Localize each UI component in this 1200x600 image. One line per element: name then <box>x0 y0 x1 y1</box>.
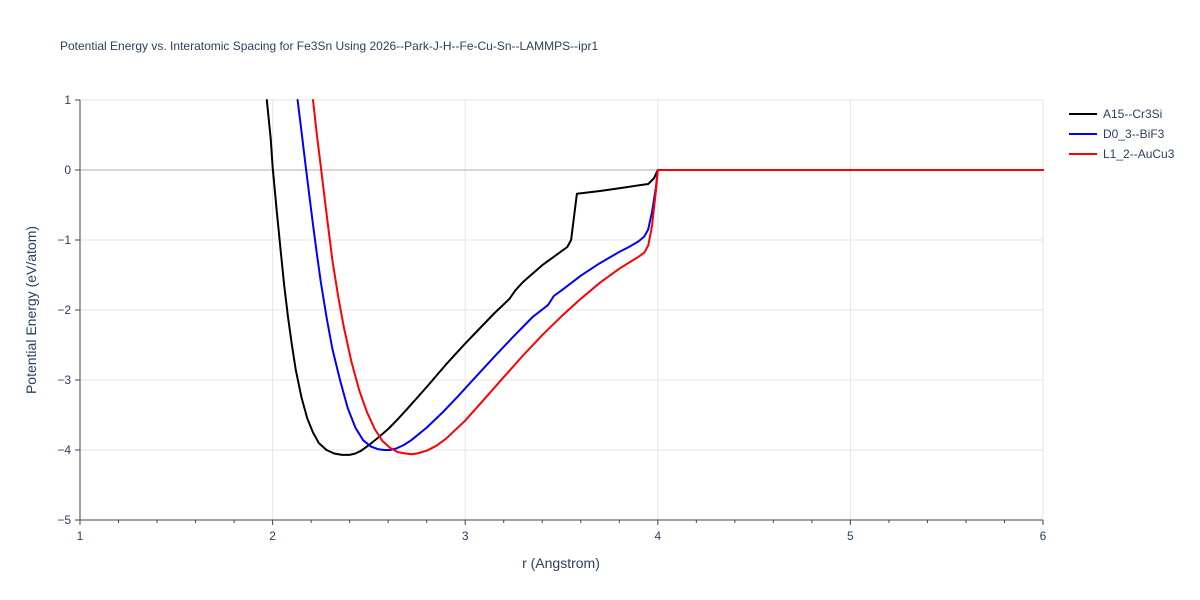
legend-label: A15--Cr3Si <box>1103 107 1162 121</box>
y-tick-label: −5 <box>57 513 71 527</box>
series-line <box>296 99 1044 451</box>
legend-label: D0_3--BiF3 <box>1103 127 1165 141</box>
x-tick-label: 5 <box>847 529 854 543</box>
y-tick-label: −4 <box>57 443 71 457</box>
series-line <box>312 99 1044 456</box>
x-tick-label: 1 <box>77 529 84 543</box>
y-axis-title: Potential Energy (eV/atom) <box>23 226 39 394</box>
y-tick-label: −3 <box>57 373 71 387</box>
chart-title: Potential Energy vs. Interatomic Spacing… <box>60 39 599 53</box>
series-line <box>265 99 1044 456</box>
y-ticks: 1 0 −1 −2 −3 −4 −5 <box>57 93 80 527</box>
legend: A15--Cr3Si D0_3--BiF3 L1_2--AuCu3 <box>1069 107 1175 161</box>
x-tick-label: 4 <box>654 529 661 543</box>
grid <box>80 99 1044 520</box>
x-axis-title: r (Angstrom) <box>522 555 600 571</box>
x-tick-label: 3 <box>462 529 469 543</box>
x-tick-label: 2 <box>269 529 276 543</box>
y-tick-label: −1 <box>57 233 71 247</box>
y-tick-label: 0 <box>64 163 71 177</box>
series-lines <box>265 99 1044 456</box>
y-tick-label: −2 <box>57 303 71 317</box>
x-ticks: 1 2 3 4 5 6 <box>77 520 1047 543</box>
x-tick-label: 6 <box>1040 529 1047 543</box>
legend-label: L1_2--AuCu3 <box>1103 147 1175 161</box>
y-tick-label: 1 <box>64 93 71 107</box>
